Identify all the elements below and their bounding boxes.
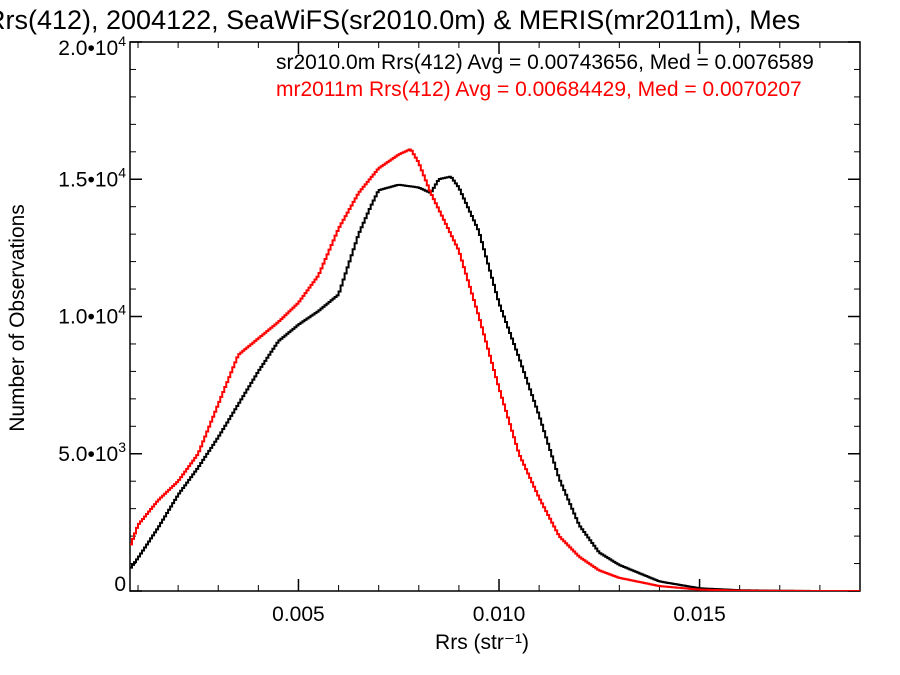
y-tick-label-base: 2.0•10 (58, 37, 118, 60)
x-tick-label: 0.010 (473, 603, 526, 626)
y-tick-label: 1.0•104 (58, 302, 126, 329)
y-tick-label-exponent: 4 (118, 302, 126, 318)
x-tick-label: 0.015 (673, 603, 726, 626)
x-tick-label: 0.005 (272, 603, 325, 626)
legend-entry-sr2010: sr2010.0m Rrs(412) Avg = 0.00743656, Med… (276, 51, 814, 74)
y-tick-label: 5.0•103 (58, 439, 126, 466)
y-tick-label-base: 1.5•10 (58, 168, 118, 191)
series-sr2010-histogram (130, 175, 860, 591)
y-tick-label-exponent: 4 (118, 164, 126, 180)
y-tick-label-exponent: 4 (118, 33, 126, 49)
y-tick-label-base: 0 (114, 573, 126, 596)
x-axis-label: Rrs (str⁻¹) (435, 631, 529, 654)
plot-frame (129, 41, 861, 592)
y-tick-label: 1.5•104 (58, 164, 126, 191)
y-tick-label: 0 (114, 573, 126, 596)
legend-entry-mr2011m: mr2011m Rrs(412) Avg = 0.00684429, Med =… (276, 78, 802, 101)
plot-area: 0.005 0.010 0.01505.0•1031.0•1041.5•1042.0… (58, 33, 861, 626)
y-tick-label-exponent: 3 (118, 439, 126, 455)
chart-title: Rrs(412), 2004122, SeaWiFS(sr2010.0m) & … (0, 5, 800, 35)
series-mr2011m-histogram (130, 148, 860, 591)
y-axis-label: Number of Observations (6, 204, 29, 432)
y-tick-label-base: 1.0•10 (58, 306, 118, 329)
y-tick-label: 2.0•104 (58, 33, 126, 60)
y-tick-label-base: 5.0•10 (58, 443, 118, 466)
